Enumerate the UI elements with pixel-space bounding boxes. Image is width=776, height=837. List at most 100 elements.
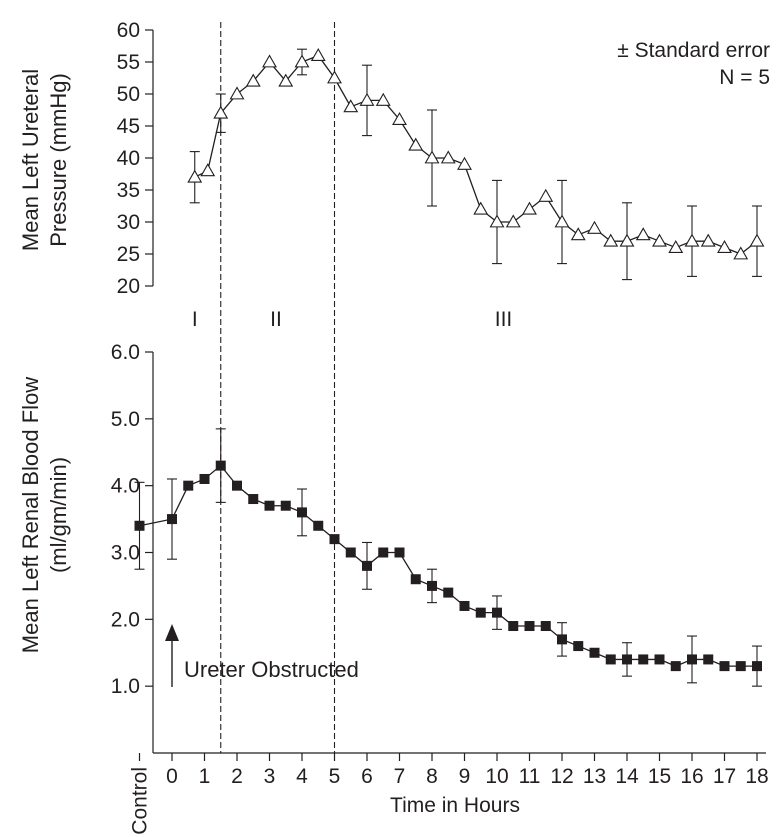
phase-label: I bbox=[192, 308, 198, 331]
pressure-data-point bbox=[538, 188, 554, 202]
pressure-data-point bbox=[245, 73, 261, 87]
pressure-data-point bbox=[213, 105, 229, 119]
pressure-data-point bbox=[522, 201, 537, 215]
blood-flow-data-point bbox=[557, 634, 567, 645]
pressure-data-point bbox=[392, 111, 407, 126]
pressure-data-point bbox=[457, 156, 472, 170]
top-y-tick-label: 40 bbox=[117, 147, 140, 170]
blood-flow-data-point bbox=[703, 654, 714, 665]
blood-flow-data-point bbox=[215, 460, 226, 471]
x-tick-label: 17 bbox=[713, 765, 736, 788]
blood-flow-data-point bbox=[735, 661, 746, 672]
blood-flow-data-point bbox=[719, 661, 730, 672]
pressure-data-point bbox=[733, 246, 749, 260]
x-tick-label: 13 bbox=[583, 765, 606, 788]
pressure-data-point bbox=[187, 169, 203, 183]
pressure-data-point bbox=[489, 214, 505, 228]
bottom-y-tick-label: 2.0 bbox=[111, 608, 140, 631]
x-tick-label: 6 bbox=[361, 765, 373, 788]
bottom-ylabel-line1: Mean Left Renal Blood Flow bbox=[18, 377, 43, 653]
legend-standard-error: ± Standard error bbox=[617, 39, 770, 62]
x-tick-label: 16 bbox=[680, 765, 703, 788]
blood-flow-data-point bbox=[362, 560, 372, 571]
x-tick-label: 10 bbox=[485, 765, 508, 788]
pressure-data-point bbox=[668, 239, 684, 254]
ureter-obstructed-annotation: Ureter Obstructed bbox=[184, 657, 359, 682]
x-tick-label: 5 bbox=[329, 765, 341, 788]
pressure-data-point bbox=[262, 54, 277, 68]
blood-flow-data-point bbox=[280, 500, 291, 511]
top-y-tick-label: 20 bbox=[117, 275, 140, 298]
top-y-tick-label: 55 bbox=[117, 51, 140, 74]
pressure-data-point bbox=[700, 233, 716, 247]
pressure-data-point bbox=[327, 70, 342, 84]
phase-label: III bbox=[495, 308, 513, 331]
pressure-data-point bbox=[652, 233, 667, 247]
bottom-y-tick-label: 6.0 bbox=[111, 341, 140, 364]
bottom-y-tick-label: 3.0 bbox=[111, 542, 140, 565]
blood-flow-data-point bbox=[167, 514, 177, 525]
x-tick-label: 4 bbox=[296, 765, 308, 788]
blood-flow-data-point bbox=[183, 480, 194, 491]
x-tick-label: 0 bbox=[166, 765, 178, 788]
bottom-ylabel-line2: (ml/gm/min) bbox=[46, 457, 71, 573]
blood-flow-data-point bbox=[199, 473, 210, 484]
bottom-y-tick-label: 4.0 bbox=[111, 475, 140, 498]
x-tick-label: 11 bbox=[519, 765, 541, 788]
x-tick-label: 8 bbox=[426, 765, 438, 788]
blood-flow-data-point bbox=[345, 547, 356, 558]
pressure-data-point bbox=[505, 214, 521, 228]
pressure-data-point bbox=[200, 163, 216, 177]
blood-flow-data-point bbox=[232, 480, 242, 491]
x-tick-label: 2 bbox=[231, 765, 243, 788]
blood-flow-data-point bbox=[410, 574, 421, 585]
blood-flow-data-point bbox=[248, 494, 259, 505]
renal-blood-flow-line bbox=[139, 464, 757, 667]
blood-flow-data-point bbox=[329, 534, 340, 545]
pressure-data-point bbox=[749, 233, 765, 247]
blood-flow-data-point bbox=[622, 654, 632, 665]
x-tick-label-control: Control bbox=[129, 767, 152, 835]
top-y-tick-label: 50 bbox=[117, 83, 140, 106]
blood-flow-data-point bbox=[427, 580, 437, 591]
top-y-tick-label: 30 bbox=[117, 211, 140, 234]
blood-flow-data-point bbox=[687, 654, 697, 665]
pressure-data-point bbox=[424, 150, 440, 164]
blood-flow-data-point bbox=[459, 600, 470, 611]
pressure-data-point bbox=[717, 239, 732, 254]
blood-flow-data-point bbox=[297, 507, 307, 518]
x-tick-label: 7 bbox=[394, 765, 406, 788]
blood-flow-data-point bbox=[540, 621, 551, 632]
blood-flow-data-point bbox=[573, 641, 584, 652]
x-tick-label: 3 bbox=[264, 765, 276, 788]
pressure-data-point bbox=[619, 233, 635, 247]
pressure-data-point bbox=[278, 73, 294, 87]
blood-flow-data-point bbox=[443, 587, 454, 598]
x-tick-label: 12 bbox=[550, 765, 573, 788]
x-tick-label: 18 bbox=[745, 765, 768, 788]
pressure-data-point bbox=[473, 201, 489, 215]
top-y-tick-label: 45 bbox=[117, 115, 140, 138]
blood-flow-data-point bbox=[752, 661, 762, 672]
blood-flow-data-point bbox=[492, 607, 502, 618]
x-axis-label: Time in Hours bbox=[390, 794, 520, 817]
pressure-data-point bbox=[554, 214, 570, 228]
blood-flow-data-point bbox=[654, 654, 665, 665]
top-y-tick-label: 35 bbox=[117, 179, 140, 202]
x-tick-label: 14 bbox=[615, 765, 639, 788]
x-tick-label: 9 bbox=[459, 765, 471, 788]
top-y-tick-label: 60 bbox=[117, 19, 140, 42]
pressure-data-point bbox=[359, 92, 375, 106]
blood-flow-data-point bbox=[264, 500, 275, 511]
legend-n: N = 5 bbox=[719, 66, 770, 89]
phase-label: II bbox=[270, 308, 282, 331]
blood-flow-data-point bbox=[524, 621, 535, 632]
pressure-data-point bbox=[375, 92, 391, 106]
pressure-data-point bbox=[440, 150, 456, 164]
x-tick-label: 15 bbox=[648, 765, 671, 788]
blood-flow-data-point bbox=[394, 547, 405, 558]
pressure-data-point bbox=[684, 233, 700, 247]
bottom-y-tick-label: 1.0 bbox=[111, 675, 140, 698]
